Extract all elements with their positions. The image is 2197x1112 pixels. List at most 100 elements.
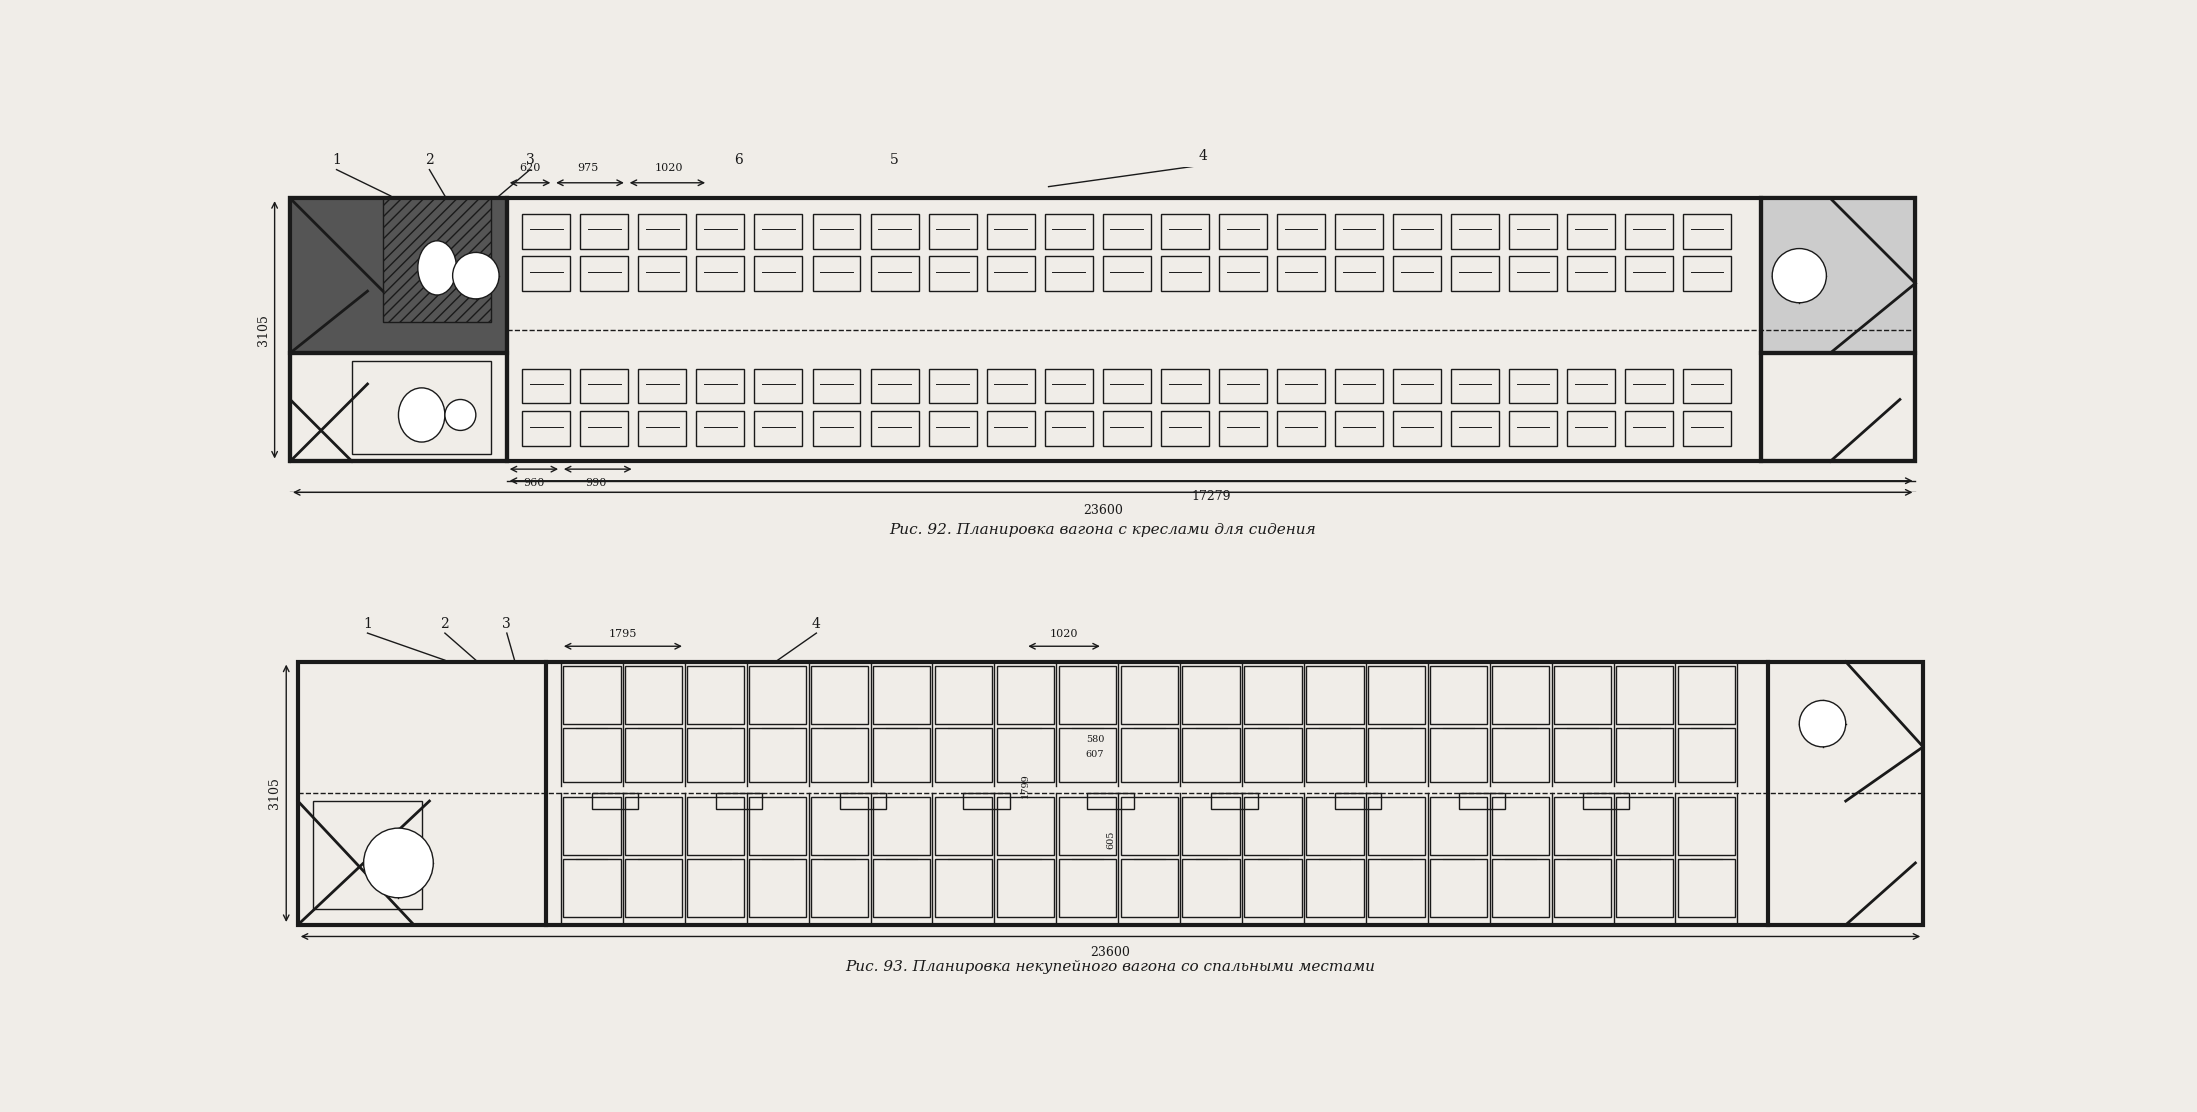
Bar [1430,860,1487,917]
Bar [1276,368,1325,404]
Bar [626,666,683,724]
Bar [1182,860,1239,917]
Bar [562,797,620,855]
Bar [1615,666,1674,724]
Bar [716,793,762,808]
Bar [1276,214,1325,249]
Bar [1553,727,1610,782]
Bar [1553,860,1610,917]
Bar [1244,797,1301,855]
Bar [1336,368,1382,404]
Bar [1459,793,1505,808]
Bar [1307,727,1364,782]
Bar [813,214,861,249]
Bar [1615,797,1674,855]
Bar [696,256,745,291]
Bar [314,801,422,910]
Text: 5: 5 [890,153,899,167]
Bar [562,727,620,782]
Bar [1219,368,1268,404]
Bar [688,727,745,782]
Bar [1120,797,1178,855]
Bar [1059,860,1116,917]
Bar [1182,727,1239,782]
Bar [870,411,918,446]
Bar [1626,411,1674,446]
Bar [580,256,628,291]
Bar [811,797,868,855]
Bar [688,797,745,855]
Text: 3: 3 [503,617,512,631]
Bar [1566,368,1615,404]
Bar [1160,411,1208,446]
Bar [1103,256,1151,291]
Bar [696,214,745,249]
Circle shape [453,252,499,299]
Bar [1492,797,1549,855]
Bar [1679,666,1736,724]
Text: 1795: 1795 [609,628,637,638]
Text: 6: 6 [734,153,743,167]
Bar [639,214,685,249]
Bar [290,353,508,461]
Text: 975: 975 [578,163,600,173]
Bar [1615,860,1674,917]
Bar [754,256,802,291]
Bar [1492,727,1549,782]
Bar [1615,727,1674,782]
Bar [986,256,1035,291]
Bar [580,411,628,446]
Bar [1582,793,1628,808]
Bar [929,214,978,249]
Text: 23600: 23600 [1083,504,1123,517]
Bar [934,666,993,724]
Bar [1626,214,1674,249]
Bar [870,368,918,404]
Bar [1103,214,1151,249]
Bar [1430,727,1487,782]
Bar [749,797,806,855]
Bar [929,411,978,446]
Ellipse shape [417,241,457,295]
Bar [813,368,861,404]
Text: 580: 580 [1085,735,1105,744]
Bar [1369,666,1426,724]
Bar [1120,666,1178,724]
Bar [591,793,639,808]
Bar [523,411,571,446]
Bar [1393,411,1441,446]
Bar [1369,727,1426,782]
Bar [562,860,620,917]
Bar [626,860,683,917]
Bar [688,860,745,917]
Bar [1046,368,1092,404]
Bar [580,368,628,404]
Bar [688,666,745,724]
Bar [1492,666,1549,724]
Bar [811,860,868,917]
Bar [1307,860,1364,917]
Bar [1219,256,1268,291]
Bar [1160,256,1208,291]
Bar [997,860,1055,917]
Bar [986,214,1035,249]
Bar [1679,727,1736,782]
Bar [986,411,1035,446]
Bar [1059,727,1116,782]
Bar [639,368,685,404]
Bar [839,793,885,808]
Text: 3105: 3105 [257,314,270,346]
Bar [1566,411,1615,446]
Bar [1046,214,1092,249]
Bar [1683,214,1731,249]
Text: Рис. 93. Планировка некупейного вагона со спальными местами: Рис. 93. Планировка некупейного вагона с… [846,960,1375,974]
Bar [1120,727,1178,782]
Bar [1566,256,1615,291]
Text: 4: 4 [813,617,822,631]
Text: 2: 2 [442,617,448,631]
Text: 3105: 3105 [268,777,281,810]
Bar [813,256,861,291]
Text: 1: 1 [332,153,341,167]
Bar [352,360,492,454]
Bar [1211,793,1257,808]
